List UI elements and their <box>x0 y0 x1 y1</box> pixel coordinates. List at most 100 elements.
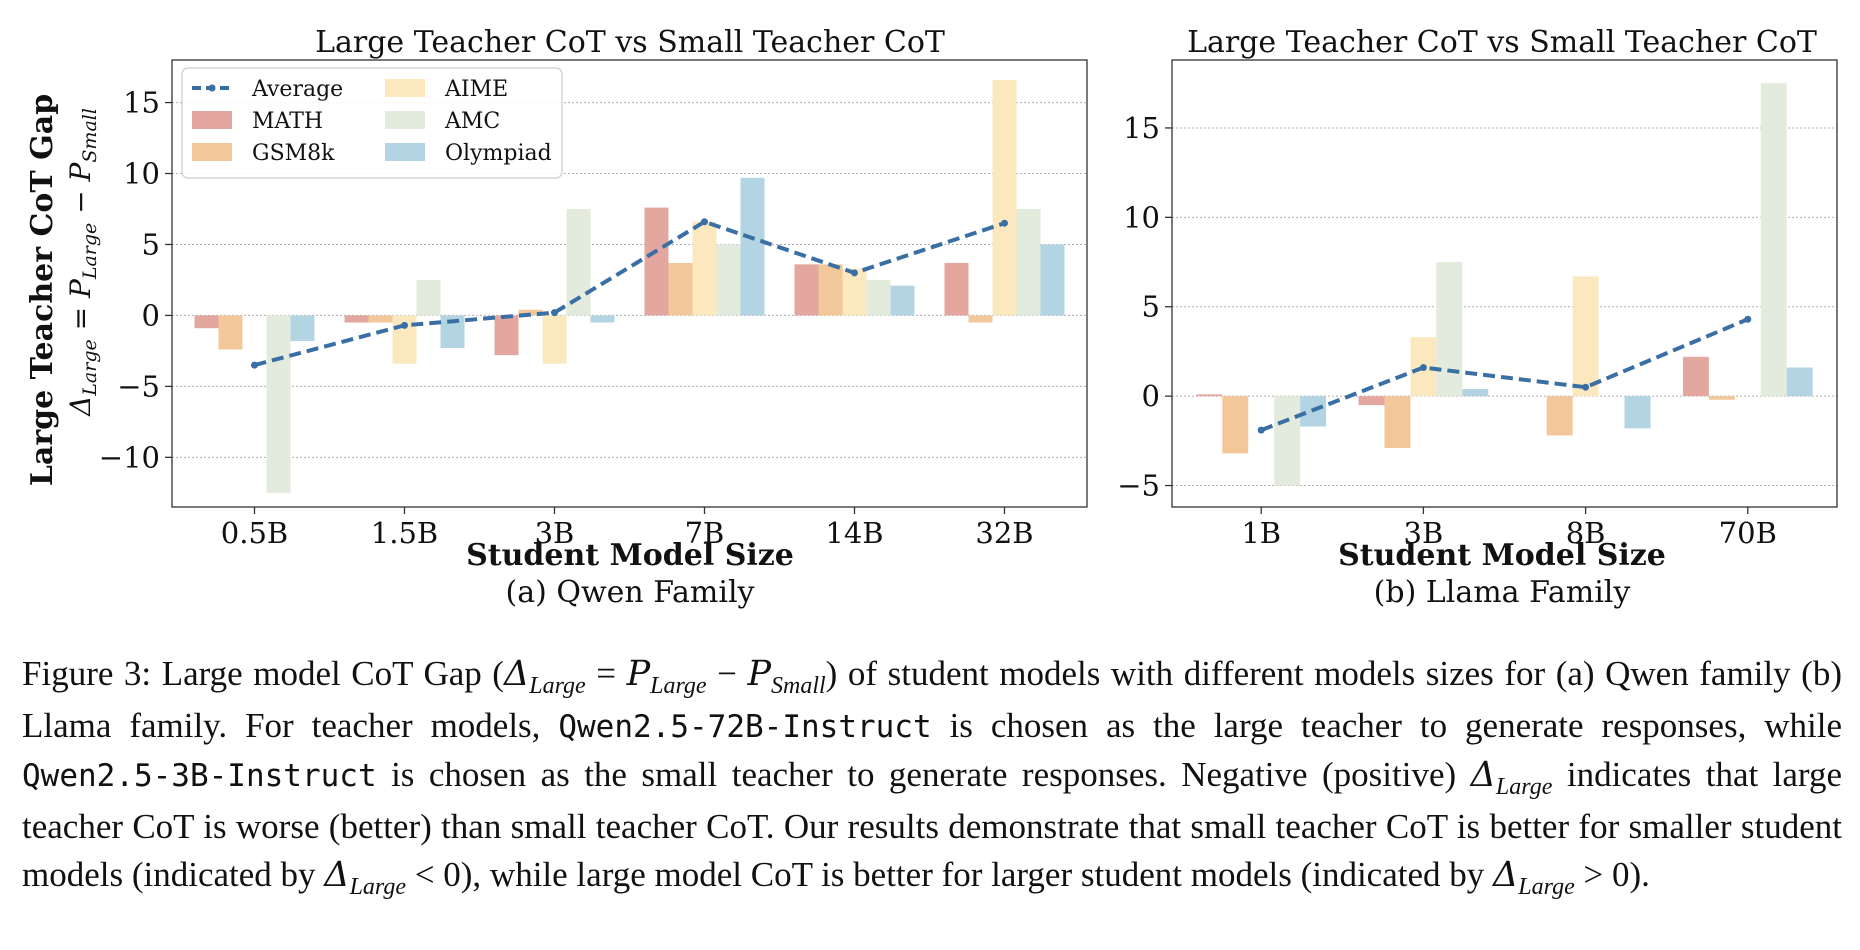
bar-gsm8k-1b <box>1222 396 1249 454</box>
caption-text: Large model CoT Gap ( <box>151 654 504 693</box>
y-axis-ticks: −5 0 5 10 15 <box>1117 111 1172 503</box>
llama-chart: Large Teacher CoT vs Small Teacher CoT −… <box>1117 25 1838 610</box>
bar-aime-8b <box>1572 276 1599 397</box>
figure-charts: Large Teacher CoT vs Small Teacher CoT L… <box>25 25 1838 610</box>
y-tick-label: 15 <box>1123 111 1160 145</box>
x-tick-label: 70B <box>1719 516 1777 550</box>
x-tick-label: 14B <box>825 516 883 550</box>
bar-math-0.5b <box>194 315 219 329</box>
bar-math-3b <box>1358 396 1385 406</box>
bar-gsm8k-7b <box>668 262 693 316</box>
legend-label-olympiad: Olympiad <box>445 141 552 166</box>
bar-olympiad-7b <box>740 177 765 316</box>
legend-average-marker <box>208 84 216 92</box>
bar-aime-14b <box>842 268 867 316</box>
legend-label-average: Average <box>251 77 343 102</box>
delta-symbol: Δ <box>1493 855 1519 895</box>
x-axis-ticks: 1B 3B 8B 70B <box>1241 507 1777 550</box>
bar-gsm8k-0.5b <box>218 315 243 350</box>
bar-gsm8k-3b <box>1384 396 1411 448</box>
bar-olympiad-3b <box>590 315 615 323</box>
bar-olympiad-70b <box>1786 367 1813 397</box>
bar-math-1.5b <box>344 315 369 323</box>
bar-amc-14b <box>866 279 891 316</box>
caption-text: is chosen as the large teacher to genera… <box>931 706 1843 745</box>
caption-text: ) of student models with different model… <box>22 654 1842 745</box>
x-tick-label: 1.5B <box>371 516 438 550</box>
x-axis-label: Student Model Size <box>1338 538 1666 573</box>
legend-label-amc: AMC <box>444 109 500 134</box>
bar-math-1b <box>1196 394 1223 397</box>
average-line-path <box>1260 317 1749 432</box>
legend-swatch-olympiad <box>385 143 425 161</box>
subscript-large: Large <box>1518 874 1575 900</box>
bar-aime-32b <box>992 79 1017 316</box>
bar-amc-0.5b <box>266 315 291 493</box>
average-point <box>1419 364 1427 372</box>
average-point <box>251 361 258 369</box>
bar-gsm8k-1.5b <box>368 315 393 323</box>
y-tick-label: 5 <box>1142 290 1160 324</box>
legend-swatch-gsm8k <box>192 143 232 161</box>
bar-math-7b <box>644 207 669 316</box>
y-tick-label: 10 <box>123 157 160 191</box>
average-point <box>401 321 408 329</box>
subscript-small: Small <box>771 673 826 699</box>
legend-label-aime: AIME <box>444 77 508 102</box>
legend-swatch-math <box>192 111 232 129</box>
equals-sign: = <box>585 654 627 693</box>
x-tick-label: 3B <box>1404 516 1444 550</box>
subscript-large: Large <box>1495 774 1553 800</box>
x-tick-label: 0.5B <box>221 516 288 550</box>
llama-subcaption: (b) Llama Family <box>1374 575 1631 610</box>
subscript-large: Large <box>529 673 586 699</box>
bar-olympiad-3b <box>1462 388 1489 397</box>
bar-amc-7b <box>716 244 741 316</box>
bar-amc-1b <box>1274 396 1301 486</box>
bar-math-32b <box>944 262 969 316</box>
bar-aime-7b <box>692 221 717 316</box>
bar-olympiad-14b <box>890 285 915 316</box>
llama-chart-title: Large Teacher CoT vs Small Teacher CoT <box>1187 25 1817 60</box>
bar-math-70b <box>1682 356 1709 397</box>
subscript-large: Large <box>650 673 707 699</box>
bar-olympiad-0.5b <box>290 315 315 341</box>
qwen-chart-title: Large Teacher CoT vs Small Teacher CoT <box>315 25 945 60</box>
caption-text: < 0), while large model CoT is better fo… <box>406 855 1494 894</box>
plot-frame <box>1171 59 1838 508</box>
y-tick-label: −5 <box>1117 469 1160 503</box>
average-point <box>551 309 558 317</box>
y-tick-label: 0 <box>142 298 160 332</box>
bar-gsm8k-8b <box>1546 396 1573 436</box>
bar-amc-3b <box>1436 262 1463 397</box>
average-line <box>1257 315 1752 434</box>
bar-olympiad-8b <box>1624 396 1651 429</box>
legend-label-gsm8k: GSM8k <box>252 141 335 166</box>
bar-math-3b <box>494 315 519 356</box>
delta-symbol: Δ <box>503 654 530 694</box>
average-line-path <box>253 219 1006 368</box>
delta-symbol: Δ <box>324 855 350 895</box>
y-axis-label-line2: ΔLarge = PLarge − PSmall <box>64 108 101 417</box>
bar-gsm8k-70b <box>1708 396 1735 400</box>
qwen-chart: Large Teacher CoT vs Small Teacher CoT L… <box>25 25 1088 610</box>
average-line <box>251 218 1008 369</box>
x-axis-label: Student Model Size <box>466 538 794 573</box>
average-point <box>1257 426 1265 434</box>
average-point <box>1001 219 1008 227</box>
y-tick-label: 10 <box>1123 200 1160 234</box>
plot-frame <box>171 59 1088 508</box>
large-teacher-model-name: Qwen2.5-72B-Instruct <box>558 709 932 745</box>
average-point <box>701 218 708 226</box>
legend-swatch-aime <box>385 79 425 97</box>
legend-box <box>181 67 563 179</box>
subscript-large: Large <box>349 874 407 900</box>
bar-aime-3b <box>542 315 567 364</box>
bar-gsm8k-3b <box>518 309 543 316</box>
bar-gsm8k-32b <box>968 315 993 323</box>
grid-lines <box>1172 127 1837 487</box>
y-tick-label: 5 <box>142 227 160 261</box>
p-symbol: P <box>747 654 771 694</box>
y-axis-ticks: −10 −5 0 5 10 15 <box>99 86 172 474</box>
delta-symbol: Δ <box>1470 755 1496 795</box>
